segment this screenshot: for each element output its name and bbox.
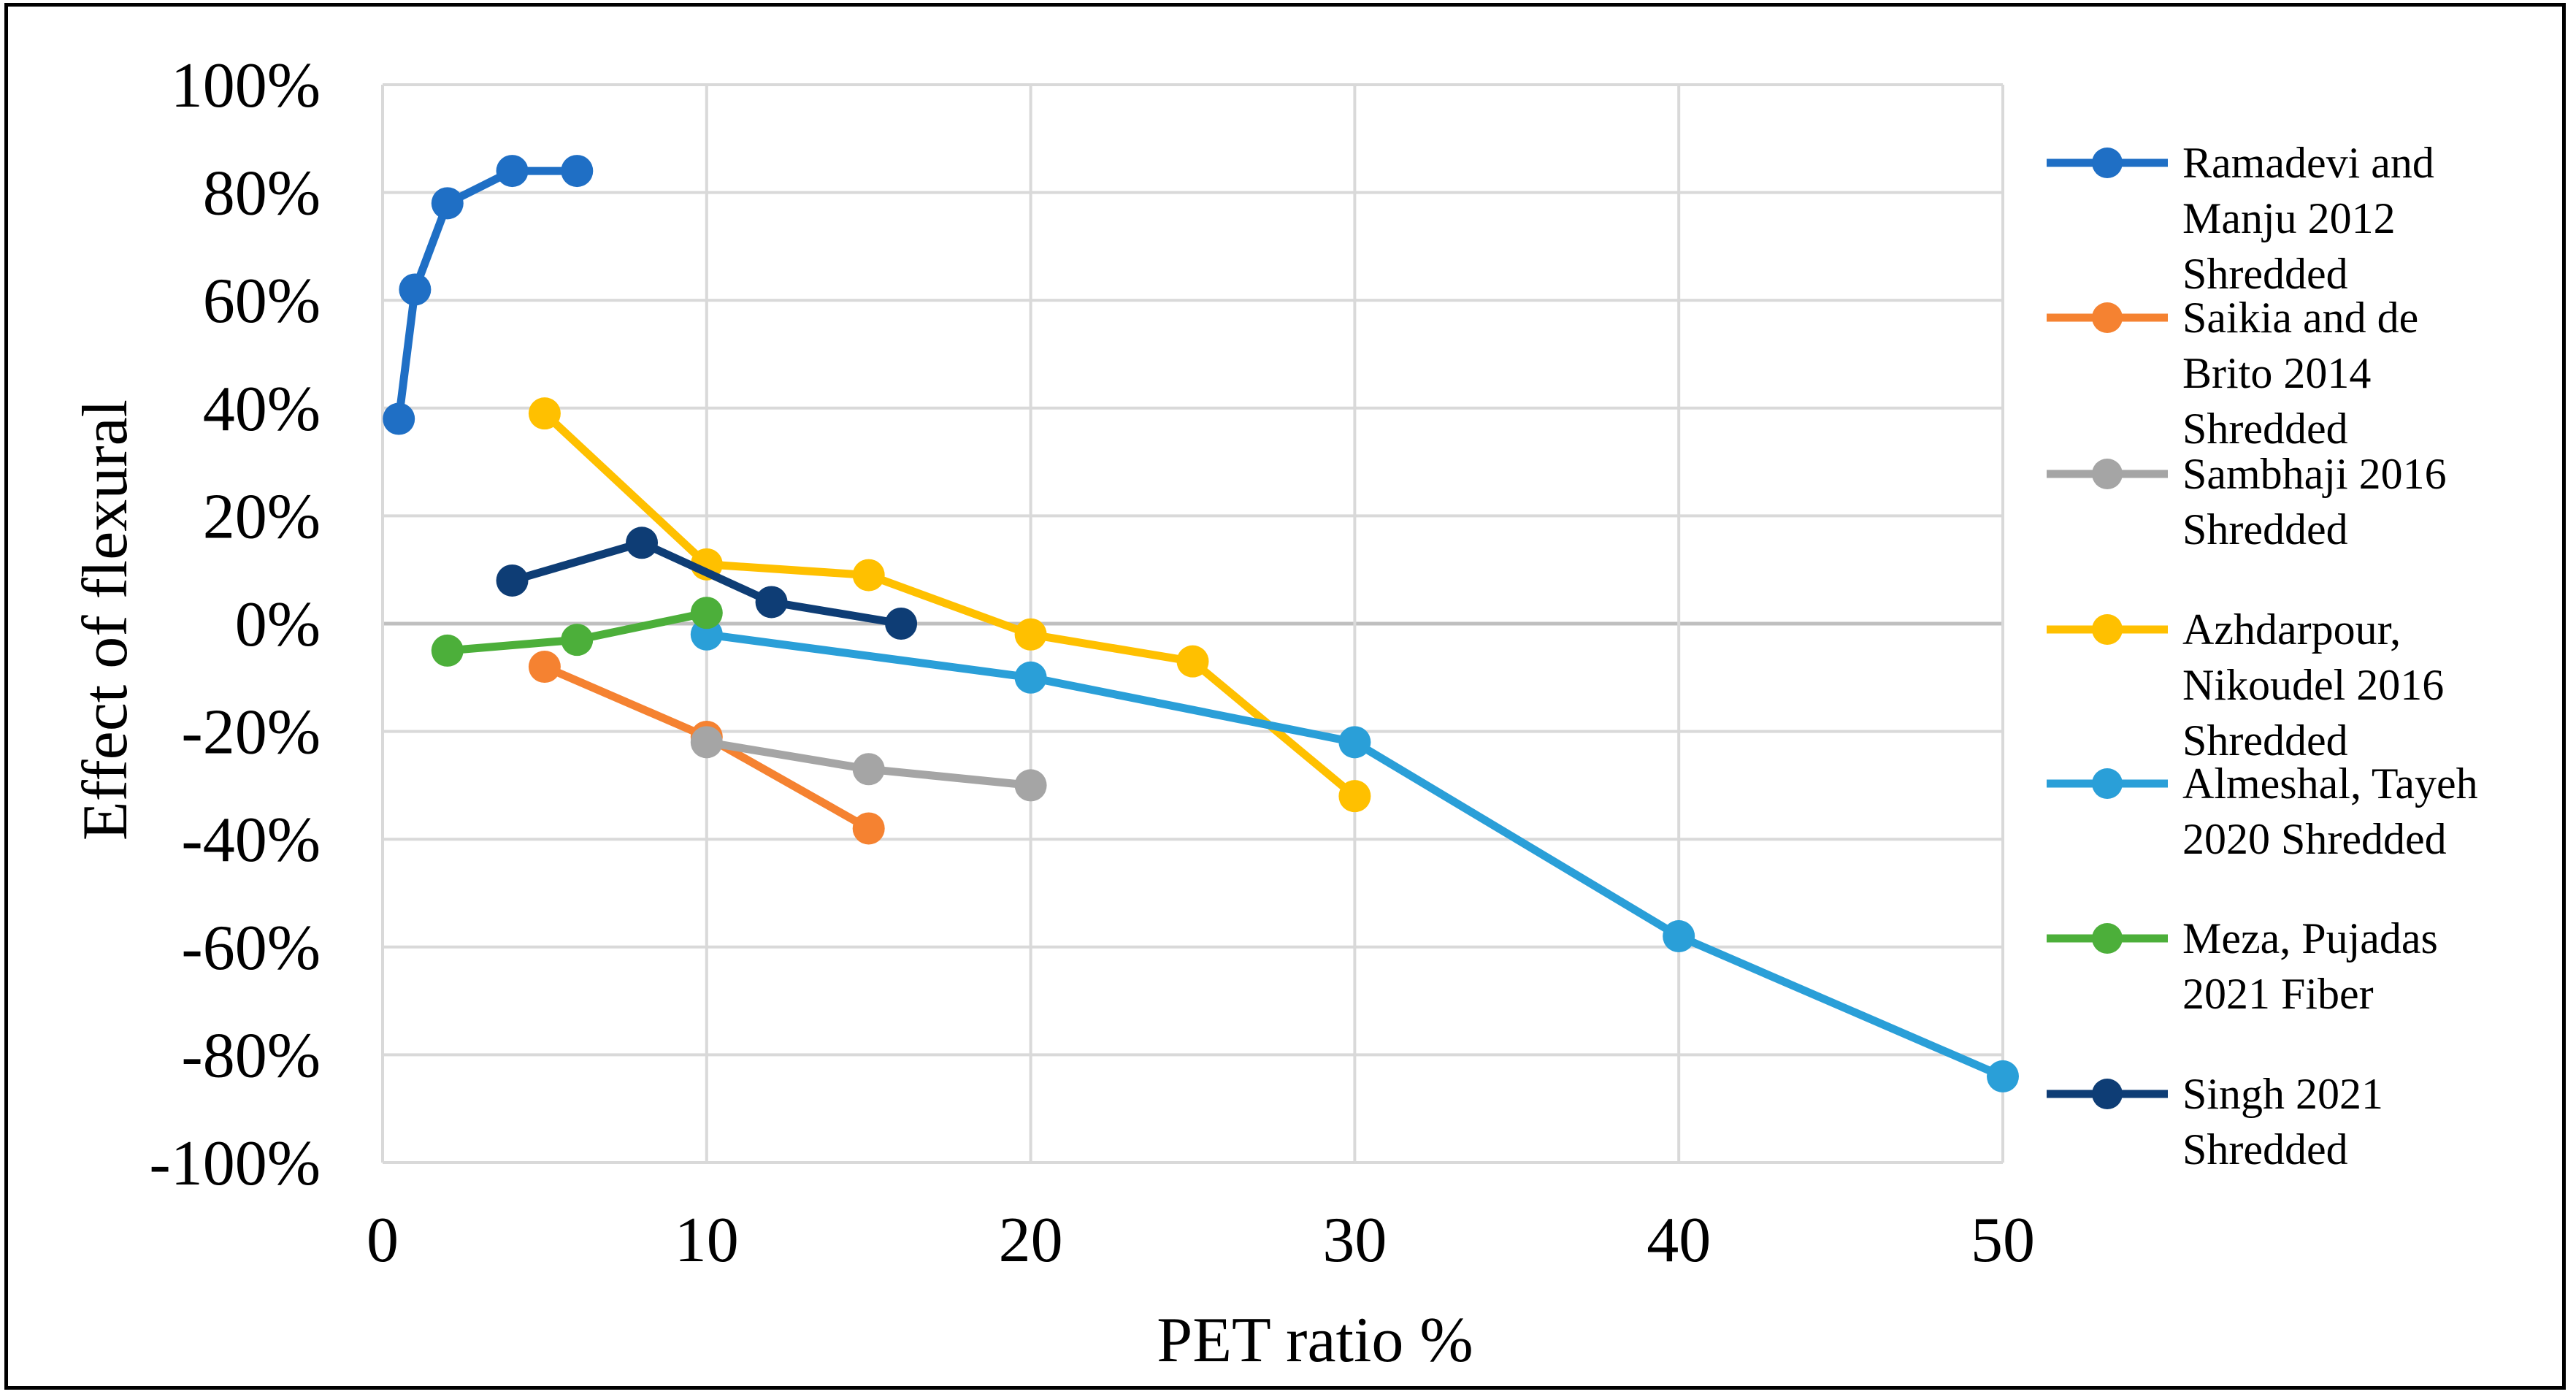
y-tick-label: -100% — [149, 1128, 321, 1199]
data-point — [528, 397, 561, 430]
data-point — [690, 726, 723, 759]
y-tick-label: 40% — [203, 374, 321, 445]
legend-label: Almeshal, Tayeh — [2182, 759, 2478, 808]
data-point — [1014, 618, 1047, 651]
series-layer — [383, 155, 2019, 1092]
data-point — [561, 624, 594, 657]
y-tick-label: 100% — [171, 50, 321, 121]
data-point — [528, 651, 561, 684]
legend-label: Brito 2014 — [2182, 349, 2371, 397]
x-tick-label: 10 — [675, 1205, 739, 1276]
legend-marker — [2092, 148, 2123, 178]
x-tick-label: 30 — [1322, 1205, 1387, 1276]
x-axis-title: PET ratio % — [1157, 1305, 1473, 1376]
data-point — [1176, 645, 1209, 678]
data-point — [1014, 661, 1047, 694]
legend-label: Azhdarpour, — [2182, 605, 2401, 654]
data-point — [431, 187, 464, 220]
legend-label: Shredded — [2182, 716, 2348, 765]
data-point — [755, 586, 788, 619]
data-point — [431, 634, 464, 667]
axis-layer: 100% 80% 60% 40% 20% 0% -20% -40% -60% -80% -100% 0… — [149, 50, 2035, 1276]
legend-marker — [2092, 1079, 2123, 1109]
legend-label: 2020 Shredded — [2182, 815, 2447, 863]
x-tick-label: 40 — [1647, 1205, 1711, 1276]
data-point — [626, 527, 659, 559]
legend-label: Meza, Pujadas — [2182, 914, 2438, 962]
series-5 — [690, 618, 2019, 1092]
data-point — [852, 812, 885, 845]
data-point — [852, 753, 885, 786]
data-point — [1663, 920, 1695, 953]
series-line — [508, 538, 905, 628]
legend-label: Manju 2012 — [2182, 194, 2396, 242]
y-tick-label: 20% — [203, 481, 321, 552]
legend-entry: Almeshal, Tayeh 2020 Shredded — [2047, 759, 2478, 863]
series-1 — [383, 155, 594, 435]
legend-entry: Meza, Pujadas 2021 Fiber — [2047, 914, 2438, 1018]
y-tick-label: -60% — [181, 913, 321, 984]
y-tick-label: -40% — [181, 805, 321, 876]
series-line — [540, 409, 1359, 800]
legend-label: Nikoudel 2016 — [2182, 661, 2444, 709]
legend-label: Shredded — [2182, 1125, 2348, 1174]
x-tick-label: 0 — [367, 1205, 399, 1276]
legend-entry: Singh 2021 Shredded — [2047, 1070, 2383, 1174]
grid-layer — [381, 83, 2004, 1164]
legend-label: Saikia and de — [2182, 294, 2418, 342]
data-point — [690, 597, 723, 629]
y-tick-label: 80% — [203, 158, 321, 229]
series-3 — [690, 726, 1047, 802]
legend-entry: Ramadevi and Manju 2012 Shredded — [2047, 139, 2434, 298]
data-point — [561, 155, 594, 188]
data-point — [496, 155, 529, 188]
legend-entry: Saikia and de Brito 2014 Shredded — [2047, 294, 2418, 453]
data-point — [399, 273, 432, 306]
x-tick-label: 20 — [999, 1205, 1063, 1276]
y-tick-label: -20% — [181, 697, 321, 768]
y-tick-label: 60% — [203, 266, 321, 337]
legend-label: Singh 2021 — [2182, 1070, 2383, 1118]
series-7 — [496, 527, 918, 640]
legend-marker — [2092, 923, 2123, 954]
series-4 — [528, 397, 1371, 813]
legend-label: Sambhaji 2016 — [2182, 450, 2447, 498]
legend-marker — [2092, 302, 2123, 333]
flexural-effect-chart: 100% 80% 60% 40% 20% 0% -20% -40% -60% -80% -100% 0… — [70, 50, 2478, 1376]
legend-marker — [2092, 768, 2123, 799]
legend-label: Shredded — [2182, 250, 2348, 298]
y-axis-title: Effect of flexural — [70, 399, 141, 841]
legend-label: Ramadevi and — [2182, 139, 2434, 187]
legend-label: Shredded — [2182, 505, 2348, 554]
data-point — [852, 559, 885, 592]
legend-marker — [2092, 459, 2123, 489]
data-point — [1338, 780, 1371, 813]
legend-label: 2021 Fiber — [2182, 970, 2374, 1018]
data-point — [1014, 769, 1047, 802]
x-tick-label: 50 — [1971, 1205, 2035, 1276]
legend-entry: Azhdarpour, Nikoudel 2016 Shredded — [2047, 605, 2444, 765]
data-point — [1987, 1060, 2019, 1092]
series-6 — [431, 597, 723, 667]
legend-marker — [2092, 614, 2123, 645]
data-point — [496, 564, 529, 597]
data-point — [383, 402, 415, 435]
y-tick-label: -80% — [181, 1020, 321, 1091]
legend-entry: Sambhaji 2016 Shredded — [2047, 450, 2447, 554]
legend-label: Shredded — [2182, 405, 2348, 453]
chart-frame: 100% 80% 60% 40% 20% 0% -20% -40% -60% -80% -100% 0… — [4, 3, 2566, 1390]
data-point — [1338, 726, 1371, 759]
y-tick-label: 0% — [235, 589, 321, 660]
data-point — [885, 608, 918, 640]
